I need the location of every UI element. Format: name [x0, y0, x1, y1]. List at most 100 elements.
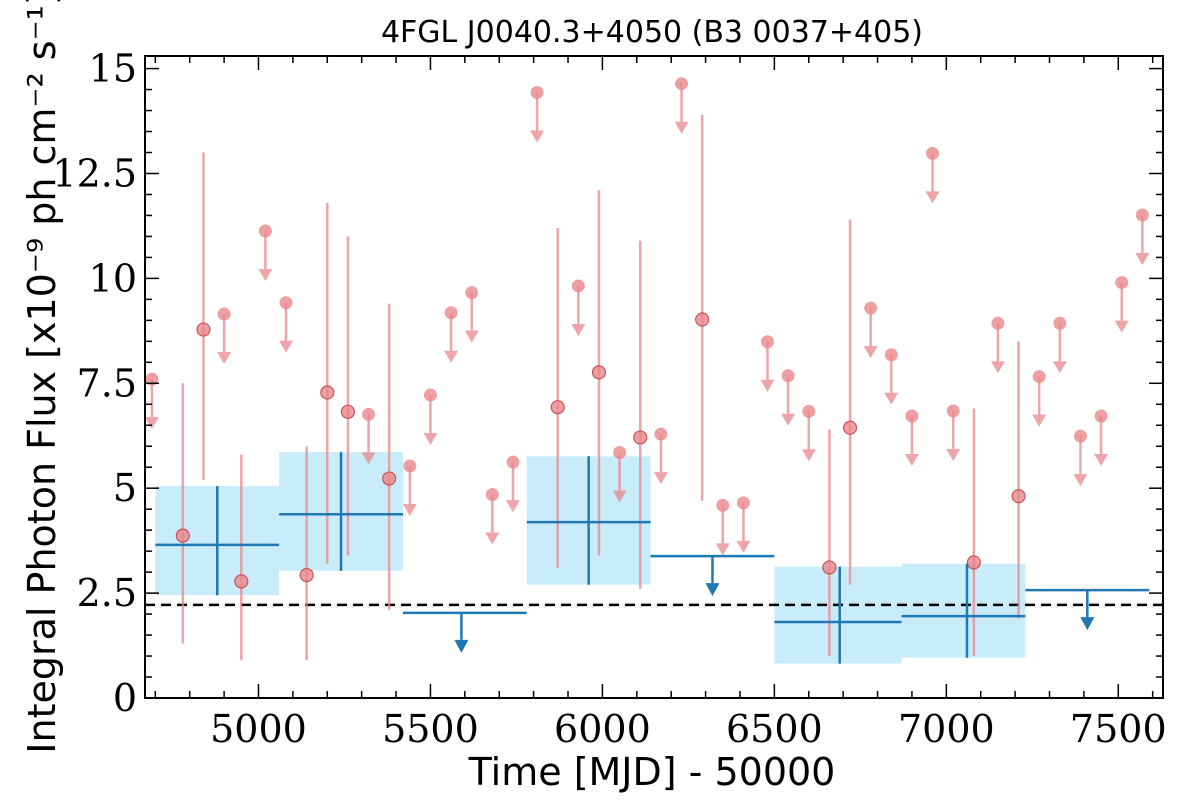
x-ticks: 5000 5500 6000 6500 7000 7500 — [154, 56, 1167, 751]
x-tick-label: 6500 — [726, 707, 823, 751]
short-bin-upper-limit-point — [403, 459, 417, 473]
short-bin-upper-limit-arrow — [571, 323, 586, 336]
short-bin-upper-limit-arrow — [402, 503, 417, 516]
short-bin-upper-limit-arrow — [904, 454, 919, 467]
short-bin-upper-limit-arrow — [736, 540, 751, 553]
plot-frame — [144, 55, 1164, 699]
y-tick-label: 2.5 — [77, 571, 137, 615]
x-tick-label: 7500 — [1070, 707, 1167, 751]
y-tick-label: 7.5 — [77, 361, 137, 405]
short-bin-upper-limit-arrow — [361, 452, 376, 465]
short-bin-upper-limit-point — [530, 86, 544, 100]
short-bin-upper-limit-point — [675, 77, 689, 91]
x-tick-label: 5500 — [382, 707, 479, 751]
short-bin-point — [822, 560, 837, 575]
short-bin-upper-limit-arrow — [781, 413, 796, 426]
short-bin-upper-limit-point — [423, 388, 437, 402]
short-bin-point — [966, 555, 981, 570]
short-bin-upper-limit-arrow — [217, 352, 232, 365]
short-bin-upper-limit-arrow — [423, 433, 438, 446]
short-bin-upper-limit-point — [258, 224, 272, 238]
short-bin-upper-limit-point — [506, 455, 520, 469]
short-bin-upper-limit-point — [802, 404, 816, 418]
short-bin-upper-limit-arrow — [925, 191, 940, 204]
short-bin-upper-limit-arrow — [863, 346, 878, 359]
short-bin-upper-limit-point — [760, 335, 774, 349]
x-tick-label: 5000 — [210, 707, 307, 751]
x-axis-label: Time [MJD] - 50000 — [468, 750, 836, 794]
short-bin-upper-limit-point — [781, 369, 795, 383]
y-tick-label: 0 — [113, 676, 137, 720]
short-bin-point — [340, 404, 356, 419]
short-bin-point — [695, 312, 710, 327]
x-tick-label: 6000 — [554, 707, 651, 751]
short-bin-upper-limit-point — [217, 307, 231, 321]
short-bin-upper-limit-point — [654, 427, 668, 441]
y-ticks: 0 2.5 5 7.5 10 12.5 15 — [52, 47, 1163, 720]
short-bin-point — [299, 567, 314, 583]
short-bin-upper-limit-point — [716, 498, 730, 512]
short-bin-upper-limit-point — [1073, 429, 1087, 443]
short-bin-upper-limit-arrow — [801, 449, 816, 462]
short-bin-point — [196, 322, 211, 337]
short-bin-upper-limit-point — [571, 279, 585, 293]
short-bin-upper-limit-arrow — [760, 379, 775, 392]
short-bin-upper-limit-arrow — [674, 121, 689, 134]
short-bin-point — [175, 528, 190, 543]
bin-error-band — [774, 566, 902, 664]
short-bin-upper-limit-point — [613, 446, 627, 460]
short-bin-upper-limit-point — [864, 301, 878, 315]
short-bin-point — [320, 385, 335, 400]
short-bin-upper-limit-point — [884, 348, 898, 362]
short-bin-point — [591, 365, 607, 380]
chart-title: 4FGL J0040.3+4050 (B3 0037+405) — [381, 15, 923, 50]
short-bin-upper-limit-point — [1032, 370, 1046, 384]
short-bin-upper-limit-arrow — [1135, 253, 1150, 266]
short-bin-point — [382, 471, 397, 486]
short-bin-upper-limit-point — [1094, 409, 1108, 423]
short-bin-upper-limit-point — [905, 409, 919, 423]
short-bin-upper-limit-point — [1115, 276, 1129, 290]
y-tick-label: 10 — [89, 256, 137, 300]
short-bin-upper-limit-point — [946, 404, 960, 418]
short-bin-upper-limit-arrow — [144, 417, 159, 430]
y-axis-label: Integral Photon Flux [x10⁻⁹ ph cm⁻² s⁻¹] — [20, 0, 64, 754]
short-bin-upper-limit-arrow — [653, 472, 668, 485]
y-tick-label: 12.5 — [52, 151, 137, 195]
short-bin-upper-limit-point — [485, 487, 499, 501]
short-bin-upper-limit-arrow — [464, 330, 479, 343]
long-bin-upper-limit-arrow — [705, 583, 720, 597]
short-bin-point — [550, 400, 565, 415]
short-bin-upper-limit-point — [145, 372, 159, 386]
short-bin-upper-limit-point — [926, 146, 940, 160]
short-bin-upper-limit-arrow — [505, 500, 520, 513]
data-lines — [144, 83, 1150, 661]
short-bin-upper-limit-point — [991, 316, 1005, 330]
short-bin-point — [633, 430, 648, 445]
short-bin-upper-limit-point — [362, 407, 376, 421]
short-bin-upper-limit-point — [1053, 316, 1067, 330]
x-tick-label: 7000 — [898, 707, 995, 751]
short-bin-upper-limit-point — [736, 496, 750, 510]
short-bin-point — [234, 574, 249, 589]
short-bin-upper-limit-arrow — [990, 361, 1005, 374]
short-bin-upper-limit-arrow — [1073, 474, 1088, 487]
short-bin-upper-limit-point — [444, 306, 458, 320]
short-bin-point — [1011, 489, 1026, 504]
short-bin-upper-limit-point — [279, 296, 293, 310]
short-bin-upper-limit-arrow — [1032, 414, 1047, 427]
long-bin-upper-limit-arrow — [1080, 617, 1095, 631]
short-bin-point — [842, 420, 858, 435]
short-bin-upper-limit-arrow — [279, 340, 294, 353]
data-markers — [145, 77, 1150, 664]
short-bin-upper-limit-arrow — [1114, 320, 1129, 333]
y-tick-label: 5 — [113, 466, 137, 510]
short-bin-upper-limit-arrow — [258, 268, 273, 281]
short-bin-upper-limit-arrow — [485, 532, 500, 545]
short-bin-upper-limit-arrow — [444, 350, 459, 363]
short-bin-upper-limit-arrow — [1052, 361, 1067, 374]
short-bin-upper-limit-point — [465, 286, 479, 300]
short-bin-upper-limit-arrow — [612, 490, 627, 503]
bin-error-bands — [155, 452, 1026, 664]
